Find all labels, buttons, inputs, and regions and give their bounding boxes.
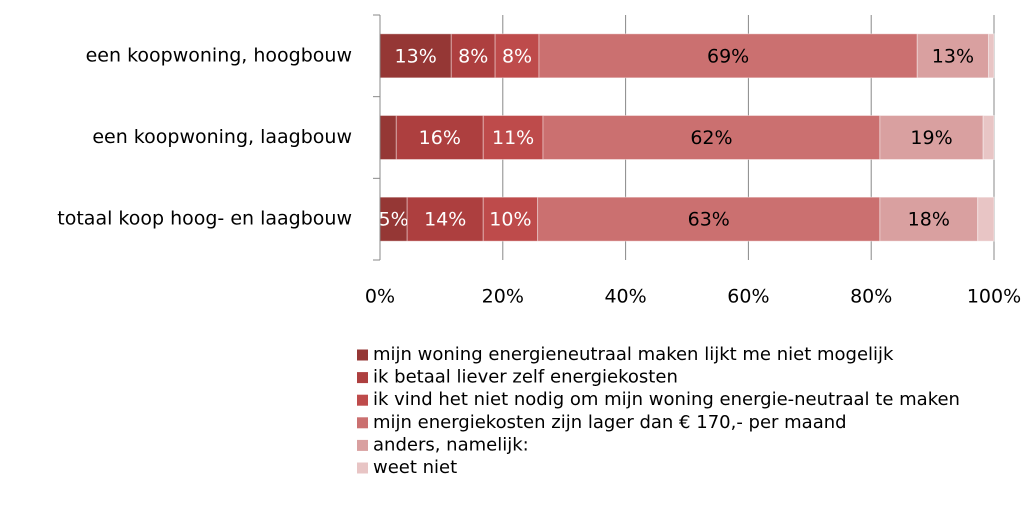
- bar-segment: [482, 115, 544, 160]
- legend-label: anders, namelijk:: [373, 434, 529, 455]
- legend-label: ik betaal liever zelf energiekosten: [373, 367, 678, 388]
- legend-swatch: [357, 394, 368, 406]
- bar-segment: [977, 196, 995, 242]
- category-label: een koopwoning, hoogbouw: [86, 44, 352, 66]
- legend-swatch: [357, 462, 368, 474]
- bar-segment: [537, 196, 881, 242]
- data-label: 19%: [910, 127, 952, 149]
- data-label: 62%: [690, 127, 732, 149]
- x-tick-label: 40%: [604, 286, 646, 308]
- data-label: 18%: [908, 209, 950, 231]
- bar-segment: [450, 33, 496, 79]
- data-label: 69%: [707, 45, 749, 67]
- bar-segment: [395, 115, 484, 160]
- data-label: 14%: [424, 209, 466, 231]
- legend-label: mijn energiekosten zijn lager dan € 170,…: [373, 412, 847, 433]
- bar-segment: [988, 33, 995, 79]
- bar-segment: [982, 115, 995, 160]
- data-label: 10%: [489, 209, 531, 231]
- x-tick-label: 60%: [727, 286, 769, 308]
- bar-segment: [494, 33, 540, 79]
- legend-swatch: [357, 417, 368, 429]
- x-tick-label: 0%: [365, 286, 395, 308]
- data-label: 8%: [458, 45, 488, 67]
- x-tick-label: 20%: [482, 286, 524, 308]
- bar-segment: [879, 115, 984, 160]
- legend-label: mijn woning energieneutraal maken lijkt …: [373, 344, 894, 365]
- data-label: 13%: [932, 45, 974, 67]
- legend-label: ik vind het niet nodig om mijn woning en…: [373, 389, 960, 410]
- data-label: 63%: [688, 209, 730, 231]
- data-label: 8%: [502, 45, 532, 67]
- x-tick-label: 80%: [850, 286, 892, 308]
- legend-swatch: [357, 439, 368, 451]
- legend-swatch: [357, 349, 368, 361]
- data-label: 11%: [492, 127, 534, 149]
- legend-label: weet niet: [373, 457, 457, 478]
- bar-segment: [379, 33, 452, 79]
- x-tick-label: 100%: [967, 286, 1021, 308]
- category-label: totaal koop hoog- en laagbouw: [57, 208, 352, 230]
- category-label: een koopwoning, laagbouw: [92, 126, 352, 148]
- data-label: 16%: [419, 127, 461, 149]
- data-label: 5%: [379, 209, 409, 231]
- bar-segment: [538, 33, 918, 79]
- legend-swatch: [357, 372, 368, 384]
- bar-segment: [406, 196, 484, 242]
- data-label: 13%: [395, 45, 437, 67]
- bar-segment: [916, 33, 990, 79]
- bar-segment: [379, 115, 397, 160]
